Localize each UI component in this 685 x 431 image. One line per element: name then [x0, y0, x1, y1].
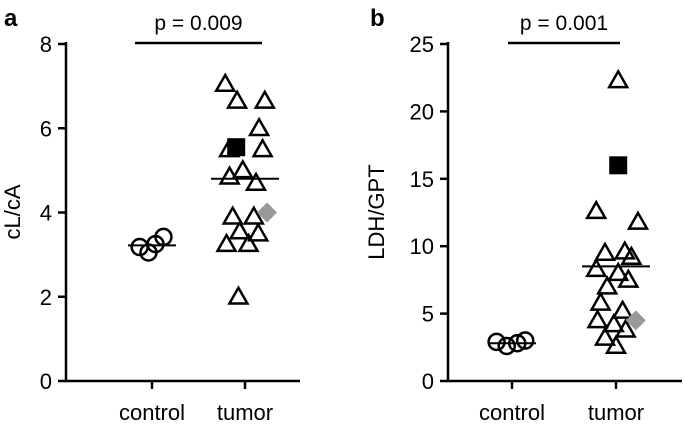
y-tick-label: 0 — [40, 369, 52, 394]
tumor-point — [614, 318, 637, 338]
y-axis-label: cL/cA — [0, 184, 25, 239]
x-tick-label: control — [479, 400, 545, 425]
x-tick-label: tumor — [588, 400, 644, 425]
tumor-point — [602, 312, 625, 333]
y-tick-label: 10 — [410, 234, 434, 259]
tumor-point — [214, 72, 237, 93]
tumor-point — [596, 275, 619, 295]
tumor-point — [244, 171, 268, 192]
tumor-point — [231, 158, 254, 179]
panel-a: a cL/cA 0 2 4 6 8 control tumor p = 0.009 — [0, 5, 300, 425]
panel-label: b — [370, 5, 385, 32]
tumor-point — [607, 261, 630, 282]
tumor-diamond-point — [257, 202, 277, 223]
tumor-point — [237, 232, 260, 253]
tumor-point — [585, 257, 608, 278]
tumor-point — [215, 232, 238, 253]
tumor-point — [593, 241, 617, 261]
y-tick-label: 2 — [40, 285, 52, 310]
tumor-point — [221, 205, 244, 225]
control-point — [487, 332, 506, 352]
tumor-point — [617, 268, 640, 288]
tumor-point — [585, 199, 608, 220]
y-tick-label: 4 — [40, 201, 52, 226]
tumor-point — [620, 245, 643, 265]
y-tick-label: 5 — [422, 302, 434, 327]
tumor-point — [253, 89, 276, 109]
control-point — [515, 331, 535, 350]
tumor-square-point — [227, 138, 246, 157]
control-point — [497, 336, 516, 356]
tumor-point — [225, 89, 249, 109]
y-tick-label: 6 — [40, 116, 52, 141]
tumor-point — [611, 299, 634, 319]
tumor-diamond-point — [625, 310, 646, 331]
tumor-point — [247, 116, 271, 137]
tumor-point — [626, 210, 650, 230]
panel-label: a — [4, 5, 18, 32]
tumor-point — [227, 285, 250, 305]
tumor-point — [589, 291, 612, 311]
tumor-point — [251, 137, 274, 158]
y-tick-label: 8 — [40, 32, 52, 57]
y-tick-label: 0 — [422, 369, 434, 394]
tumor-point — [604, 334, 628, 354]
y-tick-label: 25 — [410, 32, 434, 57]
tumor-point — [247, 222, 270, 242]
y-tick-label: 20 — [410, 99, 434, 124]
tumor-point — [242, 205, 265, 225]
x-tick-label: control — [119, 400, 185, 425]
panel-b: b LDH/GPT 0 5 10 15 20 25 control tumor p = 0.001 — [364, 5, 682, 425]
significance-label: p = 0.001 — [520, 12, 608, 35]
tumor-point — [228, 219, 251, 240]
y-tick-label: 15 — [410, 167, 434, 192]
tumor-point — [607, 68, 630, 89]
tumor-point — [593, 326, 617, 346]
x-tick-label: tumor — [217, 400, 273, 425]
tumor-square-point — [609, 156, 628, 175]
tumor-point — [218, 165, 241, 185]
y-axis-label: LDH/GPT — [364, 164, 389, 259]
significance-label: p = 0.009 — [154, 12, 242, 35]
tumor-point — [586, 308, 609, 329]
